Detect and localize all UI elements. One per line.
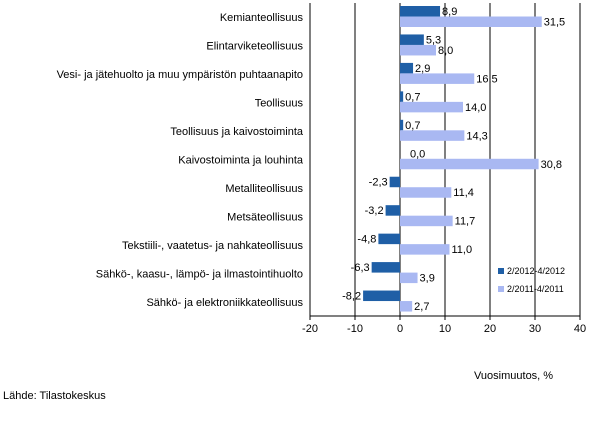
bar-series-2 — [400, 44, 436, 56]
x-tick-label: 30 — [529, 323, 541, 335]
x-tick-label: -20 — [302, 323, 318, 335]
bar-series-1 — [400, 91, 404, 102]
data-label: 14,3 — [466, 130, 487, 142]
bar-series-1 — [389, 176, 400, 188]
category-label: Sähkö-, kaasu-, lämpö- ja ilmastointihuo… — [96, 268, 303, 280]
category-label: Metsäteollisuus — [227, 211, 303, 223]
bar-series-2 — [400, 101, 463, 113]
category-label: Sähkö- ja elektroniikkateollisuus — [146, 297, 303, 309]
bar-series-1 — [363, 290, 400, 302]
x-tick-label: -10 — [347, 323, 363, 335]
bar-series-1 — [400, 6, 441, 17]
source-note: Lähde: Tilastokeskus — [3, 390, 106, 402]
data-label: -8,2 — [342, 291, 361, 303]
data-label: 8,0 — [438, 45, 453, 57]
data-label: 2,9 — [415, 63, 430, 75]
category-label: Tekstiili-, vaatetus- ja nahkateollisuus — [122, 240, 303, 252]
bar-series-2 — [400, 16, 542, 27]
bar-series-1 — [400, 34, 424, 45]
bar-series-1 — [400, 119, 404, 131]
x-axis: -20 -10 0 10 20 30 40 — [302, 315, 586, 335]
data-label: 8,9 — [442, 6, 457, 18]
data-label: 11,0 — [452, 244, 473, 256]
data-label: 30,8 — [541, 159, 562, 171]
category-label: Vesi- ja jätehuolto ja muu ympäristön pu… — [57, 69, 303, 81]
bar-series-2 — [400, 73, 475, 84]
data-label: 11,7 — [455, 216, 476, 228]
data-label: -2,3 — [369, 177, 388, 189]
x-tick-label: 10 — [439, 323, 451, 335]
bar-series-2 — [400, 244, 450, 255]
data-label: 2,7 — [414, 301, 429, 313]
legend-swatch — [498, 268, 504, 274]
category-label: Metalliteollisuus — [225, 183, 303, 195]
data-label: 11,4 — [453, 187, 474, 199]
legend-label: 2/2011-4/2011 — [507, 284, 564, 294]
value-labels: 8,9 31,5 5,38,0 2,9 16,5 0,7 14,0 0,7 14,3 0,0 30,… — [342, 6, 565, 313]
legend-swatch — [498, 286, 504, 292]
category-label: Teollisuus — [255, 98, 304, 110]
data-label: 16,5 — [476, 73, 497, 85]
data-label: 3,9 — [420, 273, 435, 285]
bars — [363, 6, 542, 312]
data-label: -6,3 — [351, 262, 370, 274]
data-label: -3,2 — [365, 205, 384, 217]
legend: 2/2012-4/2012 2/2011-4/2011 — [498, 266, 565, 294]
x-tick-label: 20 — [484, 323, 496, 335]
data-label: 0,7 — [405, 91, 420, 103]
x-axis-title: Vuosimuutos, % — [474, 370, 553, 382]
x-tick-label: 0 — [397, 323, 403, 335]
data-label: 0,0 — [410, 148, 425, 160]
bar-series-2 — [400, 187, 452, 198]
bar-series-2 — [400, 215, 453, 227]
category-label: Kemianteollisuus — [220, 12, 304, 24]
bar-series-1 — [378, 233, 400, 245]
bar-series-1 — [371, 262, 400, 273]
category-label: Elintarviketeollisuus — [206, 41, 303, 53]
category-labels: Kemianteollisuus Elintarviketeollisuus Ves… — [57, 12, 304, 309]
data-label: 31,5 — [544, 17, 565, 29]
bar-series-1 — [385, 205, 400, 216]
data-label: -4,8 — [357, 234, 376, 246]
bar-series-2 — [400, 158, 539, 170]
x-tick-label: 40 — [574, 323, 586, 335]
legend-label: 2/2012-4/2012 — [507, 266, 565, 276]
data-label: 5,3 — [426, 34, 441, 46]
category-label: Teollisuus ja kaivostoiminta — [170, 126, 304, 138]
bar-series-2 — [400, 272, 418, 284]
bar-series-2 — [400, 301, 413, 312]
category-label: Kaivostoiminta ja louhinta — [178, 155, 304, 167]
data-label: 0,7 — [405, 120, 420, 132]
bar-series-1 — [400, 62, 414, 74]
bar-series-2 — [400, 130, 465, 141]
data-label: 14,0 — [465, 102, 486, 114]
